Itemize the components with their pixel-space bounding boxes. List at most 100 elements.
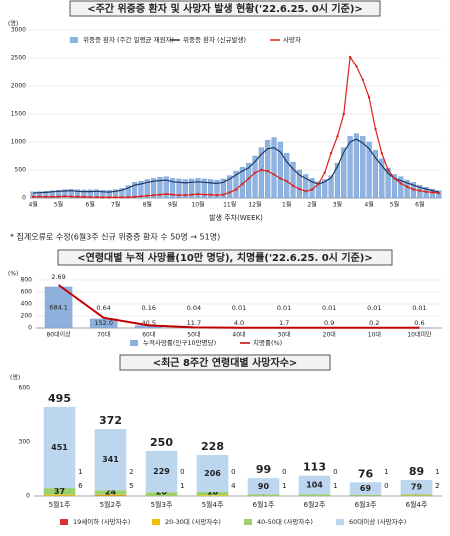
y-tick-label: 0 <box>28 325 32 332</box>
bar <box>62 189 68 199</box>
x-tick-label: 70대 <box>97 331 110 339</box>
bar <box>201 178 207 199</box>
legend-swatch <box>130 340 138 346</box>
value-label: 0 <box>180 468 184 476</box>
x-tick-label: 3월 <box>333 201 342 209</box>
bar <box>170 178 176 199</box>
bar <box>284 152 290 199</box>
value-label: 0 <box>231 468 235 476</box>
note: * 집계오류로 수정(6월3주 신규 위중증 환자 수 50명 → 51명) <box>10 232 220 242</box>
bar-segment <box>145 451 178 493</box>
value-label: 206 <box>204 469 221 478</box>
bar <box>303 174 309 199</box>
line <box>33 55 439 198</box>
value-label: 0.16 <box>142 304 156 312</box>
total-label: 372 <box>99 414 122 427</box>
x-tick-label: 5월4주 <box>202 500 224 509</box>
legend-label: 위중증 환자 (주간 일평균 재원자) <box>83 35 174 44</box>
value-label: 1 <box>180 482 184 490</box>
bar <box>176 178 182 199</box>
bar-segment <box>145 492 178 496</box>
bar-segment <box>196 492 229 496</box>
x-tick-label: 10월 <box>191 201 204 209</box>
bar <box>296 169 302 199</box>
bar <box>195 178 201 199</box>
value-label: 0.2 <box>369 319 379 327</box>
value-label: 0 <box>282 468 286 476</box>
bar <box>341 147 347 199</box>
bar-segment <box>247 478 280 495</box>
y-tick-label: 0 <box>26 493 30 500</box>
x-tick-label: 6월 <box>86 201 95 209</box>
bar-segment <box>298 494 331 496</box>
y-tick-label: 200 <box>21 313 33 320</box>
y-unit: (명) <box>8 20 18 28</box>
y-tick-label: 2000 <box>11 83 26 90</box>
total-label: 495 <box>48 392 71 405</box>
bar <box>144 179 150 199</box>
y-tick-label: 1000 <box>11 139 26 146</box>
value-label: 1 <box>435 468 439 476</box>
bar <box>220 178 226 199</box>
y-tick-label: 400 <box>21 301 33 308</box>
title-banner <box>119 354 331 371</box>
x-tick-label: 5월1주 <box>49 500 71 509</box>
x-tick-label: 30대 <box>278 331 291 339</box>
value-label: 6 <box>78 482 83 490</box>
bar <box>151 178 157 199</box>
y-tick-label: 600 <box>21 289 33 296</box>
value-label: 2 <box>435 482 439 490</box>
bar <box>398 176 404 199</box>
bar-segment <box>94 429 127 491</box>
legend-label: 60대이상 (사망자수) <box>349 517 406 526</box>
value-label: 4.0 <box>234 319 244 327</box>
y-tick-label: 300 <box>19 439 31 446</box>
value-label: 90 <box>258 482 270 491</box>
x-tick-label: 8월 <box>143 201 152 209</box>
bar <box>182 179 188 199</box>
bar-segment <box>349 494 382 496</box>
bar-segment <box>43 488 76 495</box>
y-unit: (명) <box>10 374 20 382</box>
x-tick-label: 5월 <box>390 201 399 209</box>
x-tick-label: 6월3주 <box>355 500 377 509</box>
x-tick-label: 80대이상 <box>46 331 71 339</box>
bar <box>227 175 233 199</box>
legend-swatch <box>60 519 68 525</box>
x-tick-label: 60대 <box>142 331 155 339</box>
bar-segment <box>400 494 433 496</box>
x-tick-label: 9월 <box>168 201 177 209</box>
legend-swatch <box>244 519 252 525</box>
x-tick-label: 5월3주 <box>151 500 173 509</box>
value-label: 2 <box>129 468 133 476</box>
bar <box>44 286 73 329</box>
y-tick-label: 0 <box>22 195 26 202</box>
legend-label: 40-50대 (사망자수) <box>257 517 313 526</box>
x-tick-label: 1월 <box>282 201 291 209</box>
value-label: 79 <box>411 483 423 492</box>
x-tick-label: 10대미만 <box>407 331 432 339</box>
x-tick-label: 6월 <box>415 201 424 209</box>
value-label: 69 <box>360 484 372 493</box>
value-label: 1 <box>78 468 82 476</box>
value-label: 0 <box>333 468 337 476</box>
total-label: 250 <box>150 436 173 449</box>
legend-label: 누적사망률(인구10만명당) <box>143 338 216 347</box>
bar <box>385 168 391 199</box>
bar <box>277 141 283 199</box>
bar-segment <box>196 495 229 496</box>
bar <box>233 170 239 199</box>
value-label: 104 <box>306 481 323 490</box>
bar <box>347 136 353 199</box>
value-label: 0.01 <box>412 304 426 312</box>
bar <box>334 163 340 199</box>
y-tick-label: 600 <box>19 385 31 392</box>
legend-swatch <box>336 519 344 525</box>
bar-segment <box>43 494 76 496</box>
x-tick-label: 6월4주 <box>406 500 428 509</box>
value-label: 1 <box>384 468 388 476</box>
value-label: 0.01 <box>277 304 291 312</box>
bar-segment <box>298 475 331 495</box>
bar <box>68 189 74 199</box>
legend-label: 사망자 <box>283 35 301 44</box>
